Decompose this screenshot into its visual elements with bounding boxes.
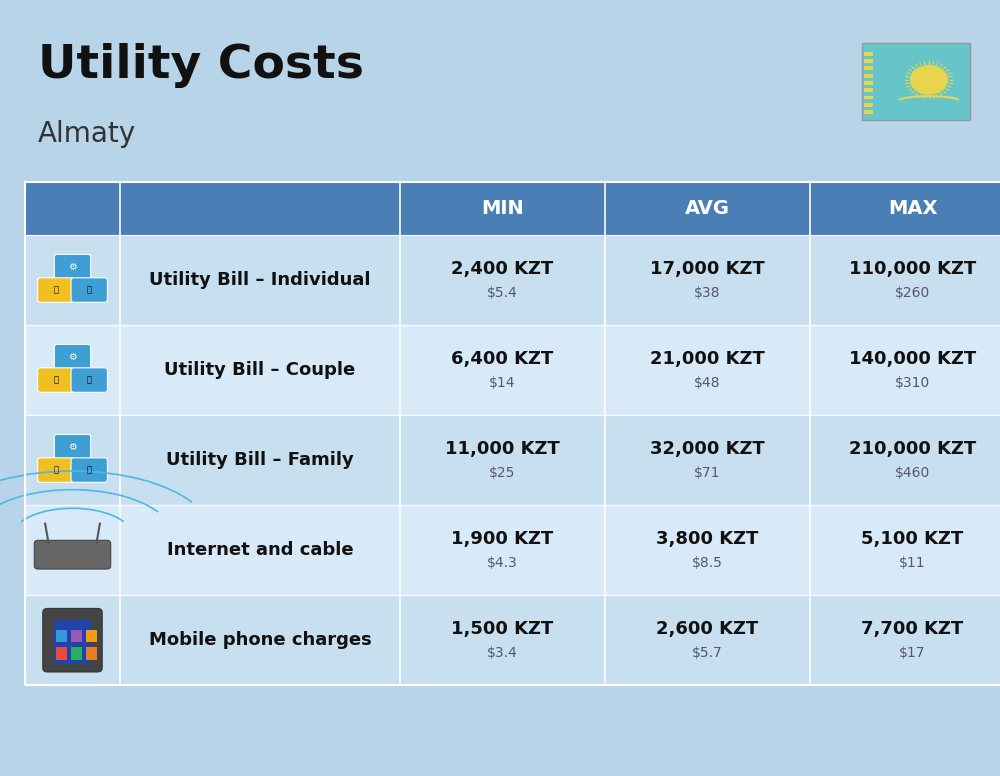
Bar [864, 88, 873, 92]
Text: $460: $460 [895, 466, 930, 480]
FancyBboxPatch shape [71, 278, 107, 303]
Text: $4.3: $4.3 [487, 556, 518, 570]
Text: Almaty: Almaty [38, 120, 136, 148]
Text: 11,000 KZT: 11,000 KZT [445, 440, 560, 459]
Text: 7,700 KZT: 7,700 KZT [861, 620, 964, 639]
Text: $11: $11 [899, 556, 926, 570]
Text: $25: $25 [489, 466, 516, 480]
Text: $17: $17 [899, 646, 926, 660]
Text: $48: $48 [694, 376, 721, 390]
Text: ⚙: ⚙ [68, 442, 77, 452]
Circle shape [911, 66, 947, 94]
Text: 1,500 KZT: 1,500 KZT [451, 620, 554, 639]
FancyBboxPatch shape [43, 608, 102, 672]
Text: 🚿: 🚿 [87, 466, 92, 475]
Text: AVG: AVG [685, 199, 730, 218]
Text: 🧍: 🧍 [68, 363, 77, 379]
Text: Utility Bill – Couple: Utility Bill – Couple [164, 361, 356, 379]
Bar [864, 81, 873, 85]
Bar [71, 647, 82, 660]
Bar [25, 505, 1000, 595]
Bar [25, 325, 1000, 415]
Text: 17,000 KZT: 17,000 KZT [650, 260, 765, 279]
Text: $5.4: $5.4 [487, 286, 518, 300]
Bar [25, 415, 1000, 505]
Bar [862, 43, 970, 120]
FancyBboxPatch shape [71, 458, 107, 483]
Text: $71: $71 [694, 466, 721, 480]
Text: 32,000 KZT: 32,000 KZT [650, 440, 765, 459]
FancyBboxPatch shape [38, 278, 74, 303]
Text: 5,100 KZT: 5,100 KZT [861, 530, 964, 549]
Bar [56, 629, 67, 642]
FancyBboxPatch shape [38, 458, 74, 483]
Bar [25, 235, 1000, 325]
Text: 🔌: 🔌 [53, 466, 58, 475]
Text: 🧍: 🧍 [68, 273, 77, 289]
Text: $5.7: $5.7 [692, 646, 723, 660]
FancyBboxPatch shape [54, 255, 91, 279]
Bar [25, 182, 1000, 685]
Text: Mobile phone charges: Mobile phone charges [149, 631, 371, 650]
Text: 🚿: 🚿 [87, 286, 92, 295]
Text: 2,400 KZT: 2,400 KZT [451, 260, 554, 279]
Bar [864, 74, 873, 78]
Bar [54, 620, 91, 663]
Text: Utility Costs: Utility Costs [38, 43, 364, 88]
Text: $310: $310 [895, 376, 930, 390]
Text: Utility Bill – Individual: Utility Bill – Individual [149, 271, 371, 289]
FancyBboxPatch shape [54, 345, 91, 369]
Text: 110,000 KZT: 110,000 KZT [849, 260, 976, 279]
Text: 6,400 KZT: 6,400 KZT [451, 350, 554, 369]
FancyBboxPatch shape [54, 435, 91, 459]
Bar [71, 629, 82, 642]
Text: $260: $260 [895, 286, 930, 300]
Text: 🧍: 🧍 [68, 453, 77, 469]
Text: 3,800 KZT: 3,800 KZT [656, 530, 759, 549]
Text: MIN: MIN [481, 199, 524, 218]
Bar [56, 647, 67, 660]
Text: 21,000 KZT: 21,000 KZT [650, 350, 765, 369]
Bar [86, 629, 97, 642]
Text: Utility Bill – Family: Utility Bill – Family [166, 451, 354, 469]
Text: 🚿: 🚿 [87, 376, 92, 385]
FancyBboxPatch shape [71, 368, 107, 393]
Text: 140,000 KZT: 140,000 KZT [849, 350, 976, 369]
Bar [864, 52, 873, 56]
Text: Internet and cable: Internet and cable [167, 541, 353, 559]
Bar [864, 67, 873, 71]
Bar [864, 59, 873, 63]
Bar [25, 595, 1000, 685]
Text: $38: $38 [694, 286, 721, 300]
Text: ⚙: ⚙ [68, 262, 77, 272]
Text: ⚙: ⚙ [68, 352, 77, 362]
Text: 🔌: 🔌 [53, 376, 58, 385]
Text: MAX: MAX [888, 199, 937, 218]
Bar [25, 182, 1000, 235]
Bar [86, 647, 97, 660]
Text: 210,000 KZT: 210,000 KZT [849, 440, 976, 459]
FancyBboxPatch shape [34, 540, 111, 569]
Bar [864, 103, 873, 107]
Text: $3.4: $3.4 [487, 646, 518, 660]
Text: 🔌: 🔌 [53, 286, 58, 295]
Text: $14: $14 [489, 376, 516, 390]
Text: $8.5: $8.5 [692, 556, 723, 570]
Text: 1,900 KZT: 1,900 KZT [451, 530, 554, 549]
Bar [864, 110, 873, 114]
FancyBboxPatch shape [38, 368, 74, 393]
Text: 2,600 KZT: 2,600 KZT [656, 620, 759, 639]
Bar [864, 95, 873, 99]
